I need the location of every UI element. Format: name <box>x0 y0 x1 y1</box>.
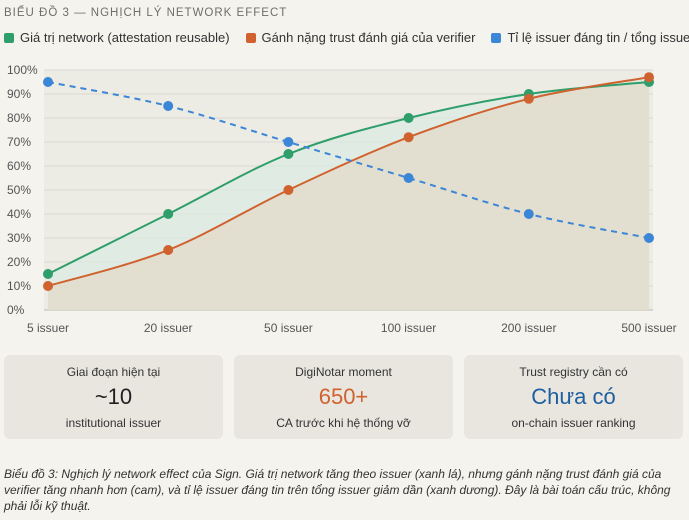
data-point <box>283 137 294 147</box>
legend-item-trust-burden: Gánh nặng trust đánh giá của verifier <box>245 30 476 45</box>
figure-caption: Biểu đồ 3: Nghịch lý network effect của … <box>4 467 671 513</box>
legend-swatch-blue <box>491 32 502 43</box>
stat-card-value: ~10 <box>94 384 133 409</box>
y-tick-label: 80% <box>7 111 31 125</box>
x-tick-label: 50 issuer <box>264 321 313 335</box>
legend-label: Giá trị network (attestation reusable) <box>20 30 230 45</box>
y-tick-label: 50% <box>7 183 31 197</box>
y-tick-label: 20% <box>7 255 31 269</box>
series-line <box>47 76 650 287</box>
y-tick-label: 30% <box>7 231 31 245</box>
stat-cards: Giai đoạn hiện tại ~10 institutional iss… <box>4 355 683 439</box>
y-tick-label: 100% <box>7 63 38 77</box>
data-point <box>523 209 534 219</box>
stat-card-subtext: on-chain issuer ranking <box>511 416 636 430</box>
data-point <box>403 132 414 143</box>
stat-card-current-stage: Giai đoạn hiện tại ~10 institutional iss… <box>4 355 223 439</box>
x-tick-label: 100 issuer <box>381 321 436 335</box>
data-point <box>43 77 53 87</box>
data-point <box>163 209 174 219</box>
data-point <box>403 113 414 123</box>
y-tick-label: 40% <box>7 207 31 221</box>
data-point <box>283 149 294 159</box>
data-point <box>163 245 174 255</box>
data-point <box>163 101 174 111</box>
y-tick-label: 70% <box>7 135 31 149</box>
legend-item-network-value: Giá trị network (attestation reusable) <box>4 30 230 45</box>
stat-card-label: DigiNotar moment <box>295 365 392 379</box>
x-tick-label: 500 issuer <box>621 321 676 335</box>
stat-card-subtext: institutional issuer <box>65 416 162 430</box>
series-line <box>47 81 650 275</box>
legend-label: Gánh nặng trust đánh giá của verifier <box>261 30 476 45</box>
x-tick-label: 200 issuer <box>501 321 556 335</box>
stat-card-value: 650+ <box>318 384 369 409</box>
data-point <box>523 93 534 104</box>
stat-card-value: Chưa có <box>531 384 616 409</box>
legend-swatch-green <box>4 32 14 43</box>
stat-card-subtext: CA trước khi hệ thống vỡ <box>276 416 411 430</box>
chart-legend: Giá trị network (attestation reusable) G… <box>4 30 689 45</box>
x-tick-label: 20 issuer <box>144 321 193 335</box>
series-line <box>47 81 650 239</box>
stat-card-label: Giai đoạn hiện tại <box>66 365 161 379</box>
y-tick-label: 0% <box>7 303 25 317</box>
y-tick-label: 60% <box>7 159 31 173</box>
burden-area <box>48 77 649 310</box>
line-chart: 0% 10% 20% 30% 40% 50% 60% 70% 80% 90% 100% 5 issue… <box>7 63 677 335</box>
stat-card-trust-registry: Trust registry cần có Chưa có on-chain i… <box>464 355 683 439</box>
x-tick-label: 5 issuer <box>27 321 69 335</box>
legend-swatch-orange <box>245 32 256 43</box>
legend-label: Tỉ lệ issuer đáng tin / tổng issuer <box>507 30 689 45</box>
data-point <box>644 72 654 83</box>
data-point <box>43 269 53 279</box>
stat-card-diginotar: DigiNotar moment 650+ CA trước khi hệ th… <box>234 355 453 439</box>
legend-item-trusted-ratio: Tỉ lệ issuer đáng tin / tổng issuer <box>491 30 689 45</box>
y-tick-label: 10% <box>7 279 31 293</box>
data-point <box>644 233 654 243</box>
figure-title: BIỂU ĐỒ 3 — NGHỊCH LÝ NETWORK EFFECT <box>4 7 288 19</box>
data-point <box>403 173 414 183</box>
stat-card-label: Trust registry cần có <box>519 365 628 379</box>
data-point <box>43 281 53 291</box>
data-point <box>283 185 294 195</box>
gap-area <box>48 77 649 286</box>
y-tick-label: 90% <box>7 87 31 101</box>
